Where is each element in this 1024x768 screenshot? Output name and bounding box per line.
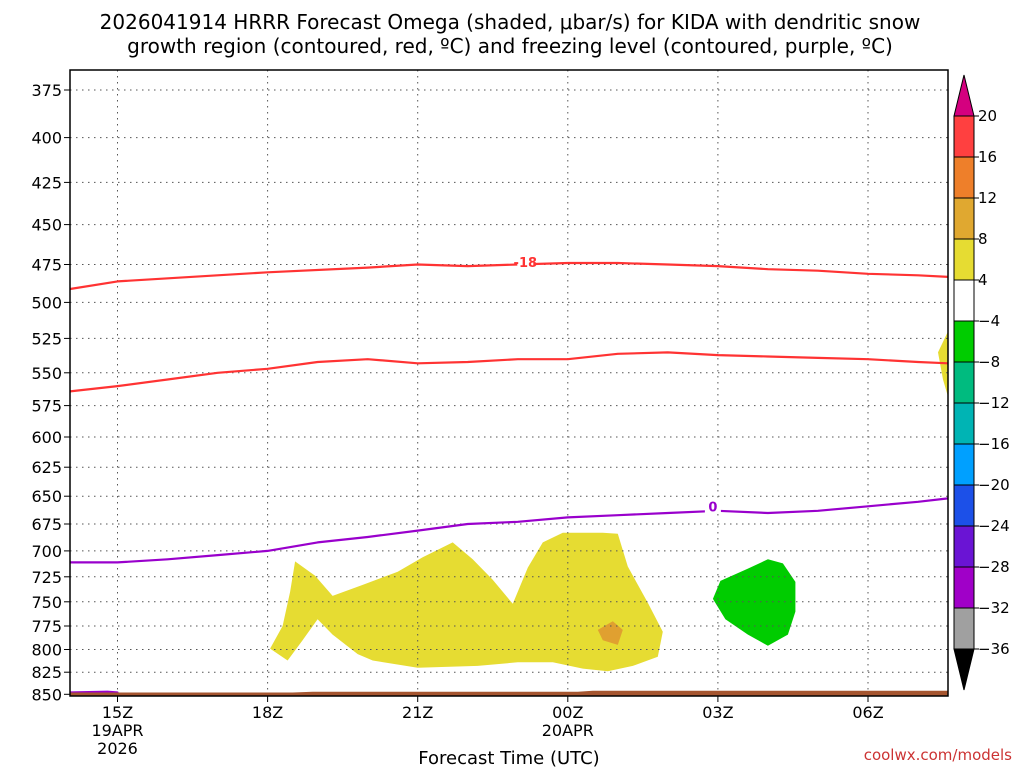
colorbar-bin <box>953 402 975 445</box>
x-tick-label: 03Z <box>702 703 733 722</box>
y-tick-label: 725 <box>31 568 62 587</box>
y-tick-label: 825 <box>31 663 62 682</box>
y-tick-label: 575 <box>31 397 62 416</box>
y-tick-label: 525 <box>31 329 62 348</box>
y-tick-label: 775 <box>31 617 62 636</box>
contour-lines: -18 0 <box>69 255 949 697</box>
x-tick-label: 06Z <box>852 703 883 722</box>
y-tick-label: 625 <box>31 458 62 477</box>
colorbar-label: 8 <box>978 230 988 248</box>
credit-text: coolwx.com/models <box>864 746 1012 764</box>
colorbar-bin <box>953 361 975 404</box>
colorbar-bin <box>953 443 975 486</box>
colorbar-label: −32 <box>978 599 1010 617</box>
x-tick-label: 21Z <box>402 703 433 722</box>
contour-label-bg <box>704 499 721 514</box>
omega-colorbar: 20 16 12 8 4 −4 −8 −12 −16 −20 −24 −28 −32 −36 <box>953 74 1010 691</box>
x-tick-label: 18Z <box>252 703 283 722</box>
colorbar-bin <box>953 156 975 199</box>
colorbar-bin <box>953 566 975 609</box>
y-tick-label: 750 <box>31 593 62 612</box>
y-tick-label: 850 <box>31 685 62 704</box>
terrain-fill <box>70 690 948 696</box>
colorbar-label: −24 <box>978 517 1010 535</box>
colorbar-label: −4 <box>978 312 1000 330</box>
colorbar-label: −16 <box>978 435 1010 453</box>
gridlines <box>70 70 948 696</box>
y-tick-label: 425 <box>31 173 62 192</box>
colorbar-label: −20 <box>978 476 1010 494</box>
y-tick-label: 375 <box>31 81 62 100</box>
colorbar-bin <box>953 607 975 650</box>
x-tick-label: 19APR <box>91 721 143 740</box>
chart-title-line2: growth region (contoured, red, ºC) and f… <box>127 34 893 58</box>
colorbar-bin <box>953 320 975 363</box>
x-tick-label: 15Z <box>102 703 133 722</box>
contour-line-1 <box>69 261 949 291</box>
y-tick-label: 800 <box>31 641 62 660</box>
contour-label: -18 <box>514 256 538 271</box>
colorbar-label: 4 <box>978 271 988 289</box>
colorbar-bin <box>953 197 975 240</box>
colorbar-bottom-arrow <box>953 648 975 691</box>
y-tick-label: 500 <box>31 293 62 312</box>
x-axis-label: Forecast Time (UTC) <box>418 748 599 768</box>
omega-region-2 <box>597 621 623 645</box>
contour-line-2 <box>69 351 949 393</box>
x-tick-label: 2026 <box>97 739 138 758</box>
plot-frame <box>69 69 949 697</box>
y-tick-label: 400 <box>31 129 62 148</box>
colorbar-bin <box>953 238 975 281</box>
x-tick-label: 20APR <box>542 721 594 740</box>
contour-label-bg <box>517 255 534 269</box>
y-tick-label: 650 <box>31 487 62 506</box>
plot-area: -18 0 <box>69 69 949 697</box>
colorbar-label: −8 <box>978 353 1000 371</box>
contour-label: 0 <box>708 500 717 515</box>
y-tick-label: 550 <box>31 364 62 383</box>
colorbar-label: −12 <box>978 394 1010 412</box>
colorbar-bin <box>953 525 975 568</box>
y-tick-label: 600 <box>31 428 62 447</box>
colorbar-label: 16 <box>978 148 997 166</box>
contour-line-3 <box>70 497 949 564</box>
colorbar-label: 12 <box>978 189 997 207</box>
colorbar-label: −36 <box>978 640 1010 658</box>
y-tick-label: 700 <box>31 542 62 561</box>
omega-shading <box>270 331 948 672</box>
y-tick-label: 675 <box>31 515 62 534</box>
colorbar-bin <box>953 279 975 322</box>
x-tick-label: 00Z <box>552 703 583 722</box>
y-axis-ticks: 375 400 425 450 475 500 525 550 575 600 625 650 675 7… <box>31 81 70 704</box>
colorbar-bin <box>953 484 975 527</box>
terrain-polygon <box>70 690 948 696</box>
omega-region-4 <box>712 559 796 646</box>
chart-title-line1: 2026041914 HRRR Forecast Omega (shaded, … <box>100 10 921 34</box>
y-tick-label: 475 <box>31 256 62 275</box>
y-tick-label: 450 <box>31 216 62 235</box>
colorbar-label: 20 <box>978 107 997 125</box>
colorbar-label: −28 <box>978 558 1010 576</box>
colorbar-bin <box>953 115 975 158</box>
colorbar-top-arrow <box>953 74 975 117</box>
